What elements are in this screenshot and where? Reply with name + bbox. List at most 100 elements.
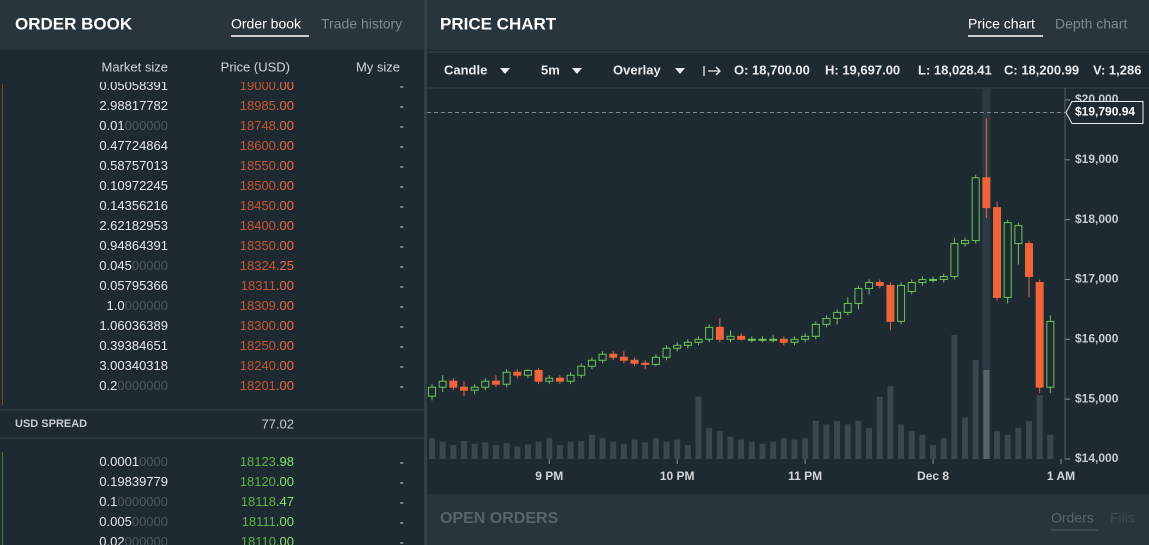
bids: 0.00010000 18123.98 -0.19839779 18120.00 -0.… [99, 454, 404, 545]
price-decimals: .00 [276, 378, 294, 393]
volume-bar [962, 417, 969, 459]
asks: 0.05058391 19000.00 -2.98817782 18985.00 -0.… [99, 78, 404, 393]
market-size: 0.00500000 [99, 514, 168, 529]
volume-bar [791, 439, 798, 459]
size-digits: 0.94864391 [99, 238, 168, 253]
volume-bar [951, 335, 958, 459]
toolbar [427, 52, 1149, 88]
volume-bar [684, 445, 691, 459]
candle-body [470, 386, 479, 391]
chart-axes: $14,000 $15,000 $16,000 $17,000 $18,000 $19,0… [427, 88, 1144, 483]
size-digits: 0.39384651 [99, 338, 168, 353]
price: 18111.00 [242, 514, 294, 529]
volume-bar [834, 420, 841, 459]
price: 18400.00 [240, 218, 294, 233]
candle-body [715, 326, 724, 340]
my-size: - [400, 378, 404, 393]
candle-body [801, 335, 810, 340]
market-size: 0.10000000 [99, 494, 168, 509]
price-decimals: .00 [276, 238, 294, 253]
volume-bar [535, 441, 542, 459]
range-icon[interactable] [703, 66, 721, 76]
toolbar-button[interactable]: 5m [541, 62, 560, 77]
market-size: 1.0000000 [107, 298, 168, 313]
price: 18300.00 [240, 318, 294, 333]
candle-body [587, 359, 596, 367]
price-integer: 18400 [240, 218, 276, 233]
market-size: 0.05795366 [99, 278, 168, 293]
candle-body [993, 207, 1002, 298]
candle-body [577, 365, 586, 376]
price-integer: 18300 [240, 318, 276, 333]
chart-plot [428, 88, 1055, 459]
market-size: 0.10972245 [99, 178, 168, 193]
volume-bar [919, 434, 926, 459]
x-tick-label: 9 PM [535, 469, 563, 483]
volume-bar [898, 424, 905, 459]
market-size: 0.05058391 [99, 78, 168, 93]
price-decimals: .00 [276, 514, 294, 529]
y-tick-label: $16,000 [1075, 331, 1119, 345]
size-digits: 0.1 [99, 494, 117, 509]
price-integer: 18240 [240, 358, 276, 373]
price-decimals: .98 [276, 454, 294, 469]
tab-active[interactable]: Order book [231, 16, 302, 32]
volume-bar [460, 440, 467, 459]
volume-bar [908, 431, 915, 459]
panel-title: PRICE CHART [440, 14, 557, 33]
column-header: Market size [102, 59, 168, 74]
volume-bar [802, 438, 809, 459]
candle-body [929, 278, 938, 281]
volume-bar [471, 443, 478, 459]
candle-body [449, 380, 458, 388]
candle-body [886, 284, 895, 322]
price-decimals: .25 [276, 258, 294, 273]
volume-bar [610, 441, 617, 459]
tab[interactable]: Fills [1110, 510, 1135, 526]
candle-body [1025, 243, 1034, 277]
volume-bar [695, 396, 702, 459]
tab[interactable]: Trade history [321, 16, 402, 32]
column-header: My size [356, 59, 400, 74]
tab[interactable]: Orders [1051, 510, 1094, 526]
volume-bar [876, 396, 883, 459]
toolbar-button[interactable]: Overlay [613, 62, 661, 77]
price: 18201.00 [240, 378, 294, 393]
volume-bar [674, 439, 681, 459]
volume-bar [706, 427, 713, 459]
toolbar-button[interactable]: Candle [444, 62, 487, 77]
volume-bar [727, 436, 734, 459]
my-size: - [400, 198, 404, 213]
candle-body [481, 380, 490, 388]
size-padding: 00000 [132, 258, 168, 273]
tab-active[interactable]: Price chart [968, 16, 1035, 32]
ohlc-readout: O: 18,700.00 [734, 62, 810, 77]
price: 18250.00 [240, 338, 294, 353]
size-digits: 0.10972245 [99, 178, 168, 193]
candle-body [459, 386, 468, 391]
volume-bar [748, 441, 755, 459]
market-size: 0.58757013 [99, 158, 168, 173]
candle-body [843, 302, 852, 313]
hover-column [982, 88, 991, 459]
y-tick-label: $15,000 [1075, 391, 1119, 405]
market-size: 0.00010000 [99, 454, 168, 469]
volume-bar [866, 427, 873, 459]
price-integer: 18311 [241, 278, 276, 293]
volume-bar [567, 441, 574, 459]
size-digits: 0.05058391 [99, 78, 168, 93]
tab[interactable]: Depth chart [1055, 16, 1127, 32]
size-padding: 000000 [125, 298, 168, 313]
candle-body [854, 287, 863, 304]
size-digits: 0.58757013 [99, 158, 168, 173]
candle-body [673, 344, 682, 349]
size-digits: 0.47724864 [99, 138, 168, 153]
market-size: 0.94864391 [99, 238, 168, 253]
my-size: - [400, 178, 404, 193]
size-digits: 3.00340318 [99, 358, 168, 373]
candle-body [491, 380, 500, 385]
volume-bar [780, 438, 787, 459]
candle-body [513, 371, 522, 376]
volume-bar [556, 445, 563, 459]
